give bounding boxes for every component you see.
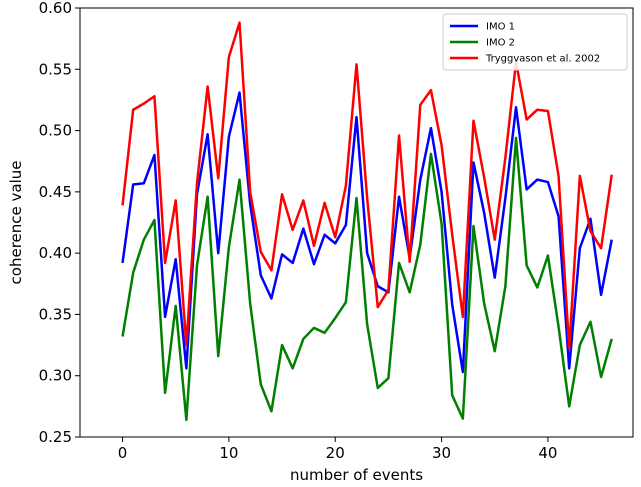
y-tick-label: 0.50 xyxy=(39,122,72,140)
y-axis-label: coherence value xyxy=(7,161,25,285)
y-tick-label: 0.25 xyxy=(39,428,72,446)
y-tick-label: 0.45 xyxy=(39,183,72,201)
x-tick-label: 30 xyxy=(432,444,451,462)
series-line-3 xyxy=(121,21,613,350)
y-tick-label: 0.35 xyxy=(39,305,72,323)
y-tick-label: 0.60 xyxy=(39,0,72,17)
series-line-2 xyxy=(121,136,613,422)
series-line-1 xyxy=(121,91,613,374)
series-layer xyxy=(121,21,613,422)
y-tick-label: 0.30 xyxy=(39,367,72,385)
x-tick-label: 40 xyxy=(538,444,557,462)
legend-label: IMO 1 xyxy=(486,22,515,33)
legend: IMO 1 IMO 2 Tryggvason et al. 2002 xyxy=(442,13,628,71)
legend-box xyxy=(442,13,628,71)
x-axis-label: number of events xyxy=(290,466,423,484)
y-tick-label: 0.40 xyxy=(39,244,72,262)
x-tick-label: 10 xyxy=(219,444,238,462)
x-tick-label: 0 xyxy=(118,444,128,462)
x-tick-label: 20 xyxy=(326,444,345,462)
legend-label: Tryggvason et al. 2002 xyxy=(485,54,600,65)
y-axis: 0.25 0.30 0.35 0.40 0.45 0.50 0.55 0.60 xyxy=(39,0,80,446)
y-tick-label: 0.55 xyxy=(39,60,72,78)
plot-frame xyxy=(79,7,634,438)
legend-label: IMO 2 xyxy=(486,38,515,49)
x-axis: 0 10 20 30 40 xyxy=(118,437,557,462)
